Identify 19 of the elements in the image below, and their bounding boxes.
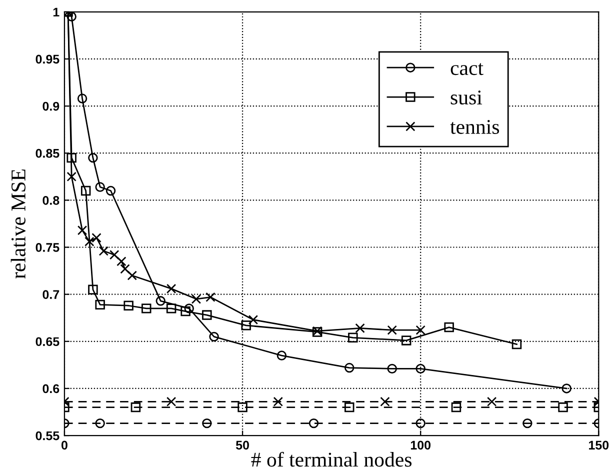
x-tick-label: 100 — [410, 440, 431, 450]
y-tick-label: 1 — [53, 8, 60, 16]
y-tick-label: 0.75 — [36, 243, 60, 252]
y-tick-label: 0.8 — [42, 196, 60, 205]
y-tick-label: 0.6 — [42, 384, 60, 394]
y-tick-label: 0.85 — [36, 148, 60, 158]
y-tick-label: 0.55 — [36, 431, 60, 440]
y-tick-label: 0.95 — [36, 54, 60, 64]
x-axis-title: # of terminal nodes — [251, 452, 412, 467]
x-tick-label: 50 — [236, 440, 249, 450]
y-tick-label: 0.9 — [42, 102, 60, 111]
y-axis-title: relative MSE — [10, 170, 26, 279]
x-tick-label: 0 — [61, 440, 68, 450]
x-tick-label: 150 — [589, 440, 609, 450]
legend-label: susi — [450, 90, 482, 105]
legend-label: tennis — [450, 120, 500, 134]
y-tick-label: 0.65 — [36, 337, 60, 346]
y-tick-label: 0.7 — [42, 290, 60, 299]
legend-label: cact — [450, 63, 484, 76]
